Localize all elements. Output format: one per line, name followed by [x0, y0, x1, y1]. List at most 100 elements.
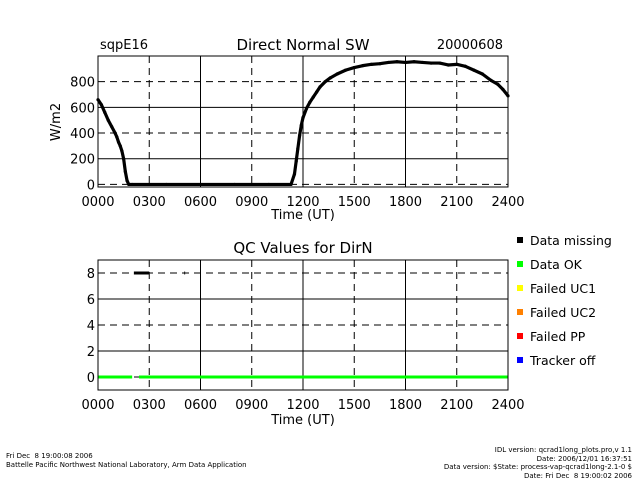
dirn-data-point [335, 72, 339, 76]
legend-item-failed-pp: Failed PP [512, 324, 638, 348]
y-tick-label: 8 [87, 267, 95, 282]
x-tick-label: 0600 [184, 398, 217, 413]
x-tick-label: 1800 [389, 195, 422, 210]
dirn-data-point [110, 125, 114, 129]
dirn-data-point [480, 72, 484, 76]
dirn-data-point [292, 172, 297, 176]
x-tick-label: 0600 [184, 195, 217, 210]
dirn-data-point [123, 169, 127, 174]
dirn-data-point [122, 157, 126, 161]
x-tick-label: 0900 [235, 398, 268, 413]
panel2-marks [98, 271, 508, 379]
dirn-data-point [412, 60, 416, 64]
dirn-data-point [501, 87, 505, 91]
footer-idl-version: IDL version: qcrad1long_plots.pro,v 1.1 [494, 446, 632, 454]
dirn-data-point [395, 60, 399, 64]
panel2-frame [97, 259, 509, 391]
y-tick-label: 200 [70, 153, 95, 168]
dirn-data-point [304, 107, 309, 111]
dirn-data-point [472, 68, 476, 72]
qc-legend: Data missing Data OK Failed UC1 Failed U… [512, 228, 638, 372]
x-tick-label: 1500 [338, 398, 371, 413]
dirn-data-point [118, 144, 122, 148]
legend-item-failed-uc1: Failed UC1 [512, 276, 638, 300]
dirn-data-point [403, 60, 408, 65]
dirn-data-point [99, 103, 104, 107]
legend-item-data-ok: Data OK [512, 252, 638, 276]
footer-run-date: Fri Dec 8 19:00:08 2006 [6, 452, 93, 460]
dirn-data-point [130, 182, 134, 187]
dirn-data-point [344, 68, 348, 72]
dirn-data-point [120, 149, 124, 153]
x-tick-label: 1500 [338, 195, 371, 210]
dirn-data-point [113, 131, 117, 135]
panel1-ticks: 0000 0300 0600 0900 1200 1500 1800 2100 2400 0 200… [70, 76, 524, 210]
dirn-data-point [198, 182, 203, 187]
dirn-data-point [361, 64, 365, 68]
dirn-data-point [328, 76, 332, 80]
legend-label: Failed PP [530, 328, 586, 344]
panel1-marks [96, 60, 510, 187]
dirn-data-point [164, 182, 168, 187]
date-label: 20000608 [437, 38, 503, 53]
chart-title-direct-normal: Direct Normal SW [236, 36, 369, 54]
y-axis-label-wm2: W/m2 [49, 103, 64, 141]
panel1-frame [97, 55, 509, 188]
legend-marker [517, 237, 523, 243]
dirn-data-point [301, 116, 305, 120]
x-tick-label: 2100 [440, 398, 473, 413]
panel2-ticks: 0000 0300 0600 0900 1200 1500 1800 2100 2400 0 2 4 6… [81, 267, 524, 413]
legend-item-tracker-off: Tracker off [512, 348, 638, 372]
x-tick-label: 0300 [133, 195, 166, 210]
y-tick-label: 600 [70, 101, 95, 116]
dirn-data-point [299, 123, 303, 127]
footer-data-date: Date: Fri Dec 8 19:00:02 2006 [523, 471, 632, 480]
chart-title-qc: QC Values for DirN [233, 239, 372, 257]
x-tick-label: 0000 [81, 398, 114, 413]
x-tick-label: 2100 [440, 195, 473, 210]
footer-data-version: Data version: $State: process-vap-qcrad1… [443, 463, 632, 471]
y-tick-label: 2 [87, 345, 95, 360]
dirn-data-point [429, 61, 433, 65]
y-tick-label: 800 [70, 76, 95, 91]
x-tick-label: 0900 [235, 195, 268, 210]
legend-label: Tracker off [530, 352, 596, 368]
dirn-data-point [125, 178, 129, 183]
dirn-data-point [289, 182, 293, 187]
x-tick-label: 0300 [133, 398, 166, 413]
legend-marker [517, 357, 523, 363]
dirn-data-point [308, 100, 312, 104]
footer-credit: Battelle Pacific Northwest National Labo… [6, 460, 247, 469]
dirn-data-point [294, 159, 298, 163]
dirn-data-point [489, 78, 493, 83]
dirn-data-point [369, 62, 373, 66]
footer-idl-date: Date: 2006/12/01 16:37:51 [536, 454, 632, 463]
dirn-data-point [106, 118, 110, 122]
legend-marker [517, 309, 523, 315]
dirn-data-point [115, 135, 119, 139]
y-tick-label: 4 [87, 319, 95, 334]
dirn-data-point [438, 61, 442, 65]
x-axis-label-panel1: Time (UT) [270, 208, 335, 223]
dirn-data-point [318, 85, 322, 89]
legend-label: Data OK [530, 256, 582, 272]
legend-item-data-missing: Data missing [512, 228, 638, 252]
dirn-data-point [297, 134, 302, 138]
dirn-data-point [311, 95, 315, 99]
dirn-data-point [127, 182, 131, 187]
legend-marker [517, 261, 523, 267]
y-tick-label: 400 [70, 127, 95, 142]
dirn-data-point [378, 62, 382, 66]
y-tick-label: 6 [87, 293, 95, 308]
x-tick-label: 0000 [81, 195, 114, 210]
dirn-data-point [315, 90, 319, 94]
dirn-data-point [463, 64, 467, 68]
x-tick-label: 1200 [286, 195, 319, 210]
footer-right: IDL version: qcrad1long_plots.pro,v 1.1 D… [444, 446, 632, 480]
dirn-data-point [323, 80, 327, 84]
dirn-data-point [420, 60, 425, 65]
dirn-data-point [496, 82, 500, 86]
dirn-data-point [103, 110, 107, 115]
dirn-data-point [296, 146, 300, 151]
dirn-data-point [116, 140, 121, 144]
